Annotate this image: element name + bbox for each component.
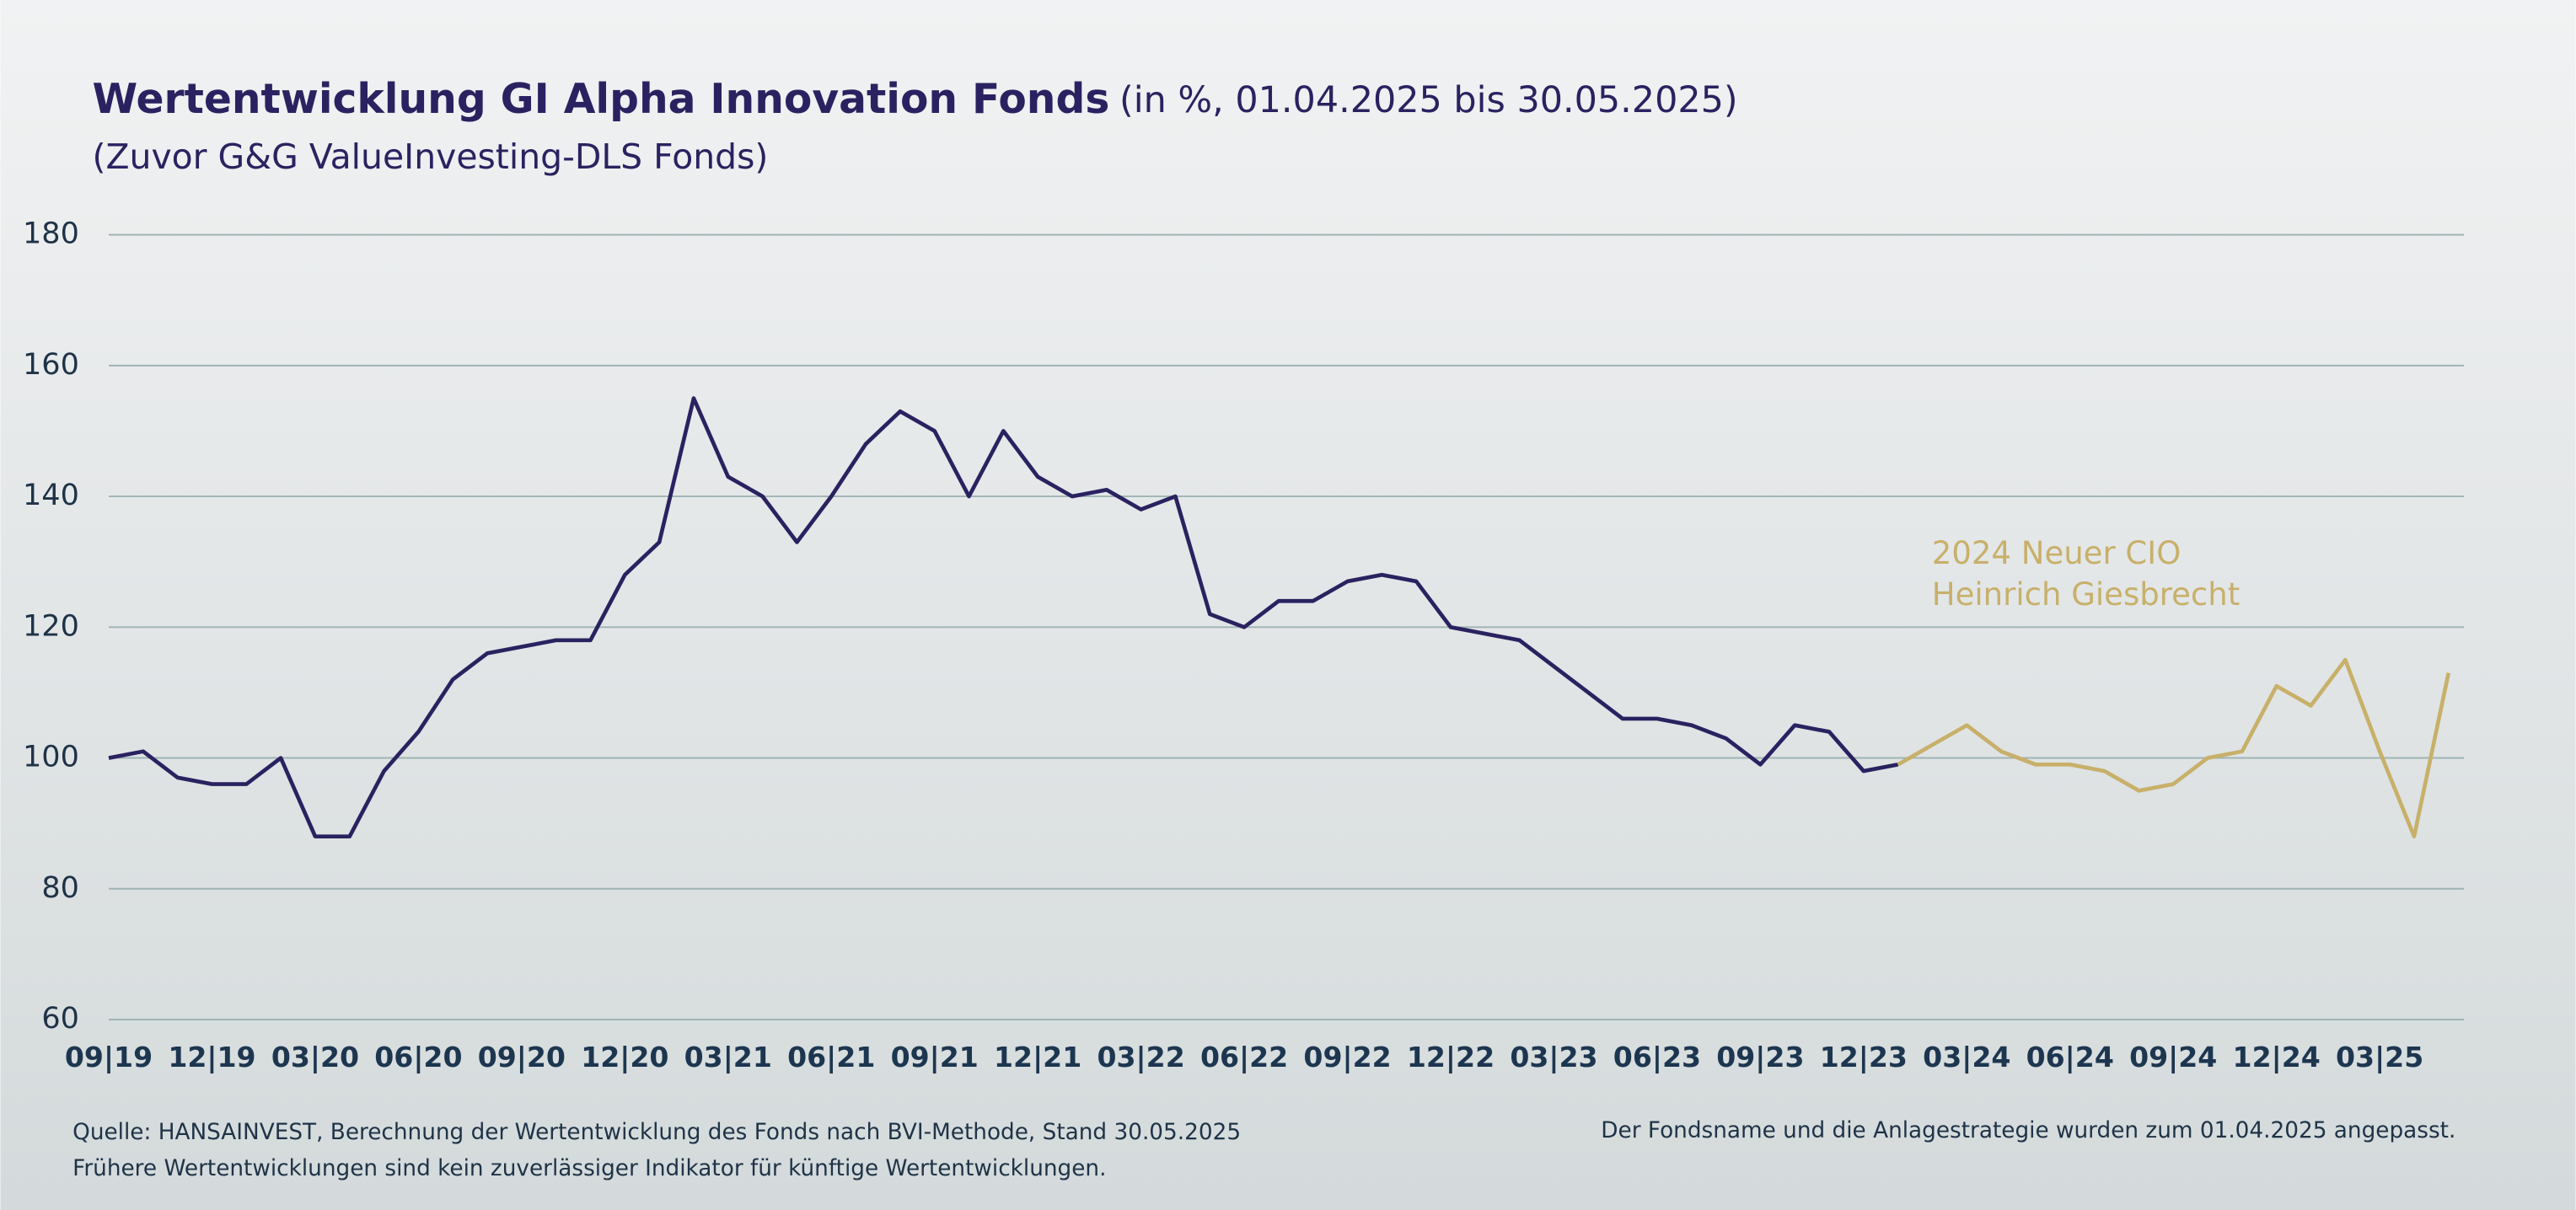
source: Quelle: HANSAINVEST, Berechnung der Wert… <box>72 1120 1241 1145</box>
x-tick-label: 03|24 <box>1923 1041 2010 1073</box>
x-tick-label: 12|19 <box>168 1041 255 1073</box>
x-tick-label: 12|20 <box>581 1041 668 1073</box>
series-line <box>1897 657 2451 839</box>
y-tick-label: 60 <box>41 1001 79 1036</box>
x-tick-label: 03|23 <box>1510 1041 1597 1073</box>
x-tick-label: 09|20 <box>478 1041 566 1073</box>
series-line <box>108 396 1899 839</box>
x-tick-label: 06|22 <box>1200 1041 1288 1073</box>
x-tick-label: 06|24 <box>2026 1041 2114 1073</box>
x-tick-label: 06|23 <box>1613 1041 1701 1073</box>
annotation: 2024 Neuer CIO <box>1932 535 2182 571</box>
y-tick-label: 80 <box>41 870 79 905</box>
x-tick-label: 03|21 <box>684 1041 772 1073</box>
chart-title: Wertentwicklung GI Alpha Innovation Fond… <box>93 76 1110 123</box>
y-tick-label: 120 <box>23 608 79 643</box>
x-tick-label: 12|21 <box>994 1041 1081 1073</box>
x-tick-label: 06|21 <box>787 1041 875 1073</box>
x-tick-label: 09|24 <box>2129 1041 2217 1073</box>
y-tick-label: 180 <box>23 217 79 251</box>
y-tick-label: 160 <box>23 347 79 382</box>
chart-title-line: Wertentwicklung GI Alpha Innovation Fond… <box>93 76 1738 123</box>
note: Der Fondsname und die Anlagestrategie wu… <box>1601 1118 2455 1143</box>
x-tick-label: 12|24 <box>2233 1041 2321 1073</box>
x-tick-label: 09|19 <box>65 1041 153 1073</box>
x-tick-label: 03|22 <box>1097 1041 1184 1073</box>
source: Frühere Wertentwicklungen sind kein zuve… <box>72 1156 1106 1181</box>
x-tick-label: 09|23 <box>1716 1041 1804 1073</box>
y-tick-label: 100 <box>23 740 79 774</box>
y-tick-label: 140 <box>23 478 79 512</box>
x-tick-label: 09|21 <box>891 1041 979 1073</box>
title-note: (in %, 01.04.2025 bis 30.05.2025) <box>1119 78 1738 120</box>
x-tick-label: 09|22 <box>1303 1041 1391 1073</box>
x-tick-label: 06|20 <box>374 1041 462 1073</box>
subtitle: (Zuvor G&G ValueInvesting-DLS Fonds) <box>93 137 769 177</box>
annotation: Heinrich Giesbrecht <box>1932 576 2240 613</box>
x-tick-label: 12|23 <box>1820 1041 1908 1073</box>
x-tick-label: 03|25 <box>2336 1041 2423 1073</box>
x-tick-label: 12|22 <box>1407 1041 1495 1073</box>
x-tick-label: 03|20 <box>271 1041 359 1073</box>
